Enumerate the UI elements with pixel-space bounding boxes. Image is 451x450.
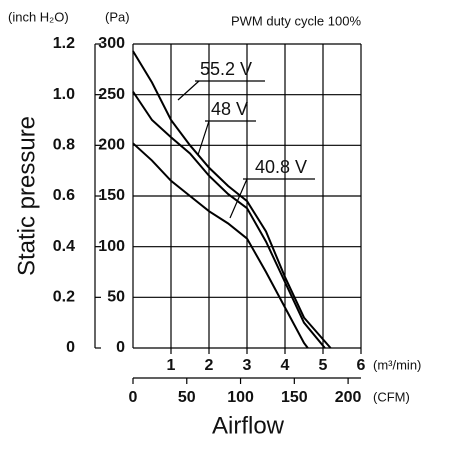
curve [132, 142, 309, 349]
y2-tick-label: 0.8 [53, 137, 75, 154]
x2-tick-label: 150 [281, 389, 308, 406]
y-axis-title: Static pressure [13, 116, 40, 276]
y2-tick-label: 0.6 [53, 187, 75, 204]
x-tick-label: 2 [205, 357, 214, 374]
y-unit: (Pa) [105, 9, 130, 24]
x-tick-label: 1 [167, 357, 176, 374]
x2-tick-label: 200 [335, 389, 362, 406]
y2-tick-label: 0.2 [53, 289, 75, 306]
x2-tick-label: 0 [129, 389, 138, 406]
y2-unit: (inch H₂O) [8, 9, 69, 24]
y-tick-label: 100 [98, 238, 125, 255]
y2-tick-label: 1.2 [53, 35, 75, 52]
leader-line [229, 178, 248, 219]
series-label: 40.8 V [255, 157, 307, 177]
x-tick-label: 3 [243, 357, 252, 374]
curve [132, 50, 332, 349]
x2-unit: (CFM) [373, 389, 410, 404]
y2-tick-label: 0.4 [53, 238, 75, 255]
series-label: 48 V [211, 99, 248, 119]
y2-tick-label: 1.0 [53, 86, 75, 103]
y-tick-label: 300 [98, 35, 125, 52]
x2-tick-label: 50 [178, 389, 196, 406]
leader-line [177, 80, 200, 101]
y-tick-label: 0 [116, 339, 125, 356]
x-unit: (m³/min) [373, 357, 421, 372]
x-axis-title: Airflow [212, 412, 285, 439]
y-tick-label: 150 [98, 187, 125, 204]
y-tick-label: 200 [98, 137, 125, 154]
x-tick-label: 4 [281, 357, 290, 374]
x2-tick-label: 100 [227, 389, 254, 406]
x-tick-label: 5 [319, 357, 328, 374]
series-label: 55.2 V [200, 59, 252, 79]
curve [132, 91, 326, 349]
y-tick-label: 250 [98, 86, 125, 103]
leader-line [197, 120, 210, 156]
x-tick-label: 6 [357, 357, 366, 374]
y-tick-label: 50 [107, 289, 125, 306]
y2-tick-label: 0 [66, 339, 75, 356]
chart-title: PWM duty cycle 100% [231, 13, 361, 28]
